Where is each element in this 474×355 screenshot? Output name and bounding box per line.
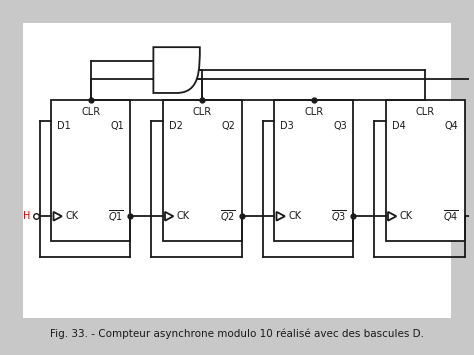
Text: $\overline{Q1}$: $\overline{Q1}$ — [108, 208, 124, 224]
Text: Q3: Q3 — [333, 121, 347, 131]
Polygon shape — [276, 212, 285, 221]
Polygon shape — [165, 212, 173, 221]
Text: CLR: CLR — [192, 107, 212, 117]
Text: Q1: Q1 — [110, 121, 124, 131]
Text: D3: D3 — [280, 121, 294, 131]
PathPatch shape — [154, 47, 200, 93]
Text: CLR: CLR — [416, 107, 435, 117]
Text: H: H — [23, 211, 30, 221]
Text: Q4: Q4 — [445, 121, 459, 131]
Text: Q2: Q2 — [222, 121, 236, 131]
Polygon shape — [54, 212, 62, 221]
Text: $\overline{Q3}$: $\overline{Q3}$ — [331, 208, 347, 224]
Text: $\overline{Q2}$: $\overline{Q2}$ — [220, 208, 236, 224]
Text: CK: CK — [400, 211, 413, 221]
Text: $\overline{Q4}$: $\overline{Q4}$ — [443, 208, 459, 224]
Text: D4: D4 — [392, 121, 405, 131]
Text: CLR: CLR — [81, 107, 100, 117]
Bar — [386, 100, 465, 241]
Bar — [51, 100, 130, 241]
Text: CK: CK — [65, 211, 78, 221]
Text: CK: CK — [288, 211, 301, 221]
Text: Fig. 33. - Compteur asynchrone modulo 10 réalisé avec des bascules D.: Fig. 33. - Compteur asynchrone modulo 10… — [50, 329, 424, 339]
Text: CK: CK — [177, 211, 190, 221]
Text: D2: D2 — [169, 121, 182, 131]
Text: CLR: CLR — [304, 107, 323, 117]
Bar — [163, 100, 242, 241]
Text: D1: D1 — [57, 121, 71, 131]
Bar — [23, 22, 451, 318]
Bar — [274, 100, 353, 241]
Polygon shape — [388, 212, 396, 221]
